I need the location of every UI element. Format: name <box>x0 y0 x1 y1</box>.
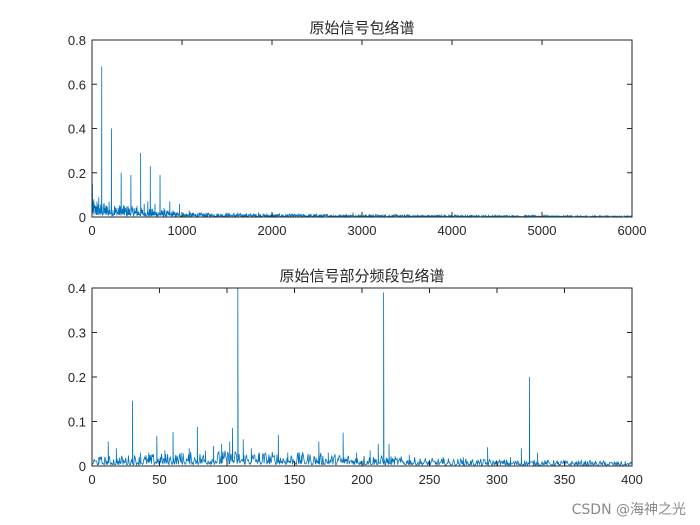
top-chart-title: 原始信号包络谱 <box>309 19 414 37</box>
top-axes-box <box>91 39 633 218</box>
bottom-axes-box <box>91 287 633 467</box>
bottom-y-tick-label: 0.3 <box>68 326 86 341</box>
bottom-x-tick-label: 150 <box>284 472 306 487</box>
top-x-tick-label: 5000 <box>528 223 557 238</box>
bottom-x-tick-label: 300 <box>486 472 508 487</box>
top-x-tick-label: 6000 <box>618 223 647 238</box>
bottom-chart: 0 50 100 150 200 250 300 350 400 0 0.1 0.2 0.3 0.4 原始信… <box>68 267 643 487</box>
top-x-tick-label: 1000 <box>168 223 197 238</box>
bottom-x-tick-label: 200 <box>351 472 373 487</box>
top-x-tick-label: 0 <box>88 223 95 238</box>
top-y-tick-label: 0.8 <box>68 33 86 48</box>
top-x-tick-label: 2000 <box>258 223 287 238</box>
bottom-y-tick-label: 0.4 <box>68 281 86 296</box>
bottom-y-tick-label: 0.1 <box>68 415 86 430</box>
watermark: CSDN @海神之光 <box>571 502 686 518</box>
top-chart: 0 1000 2000 3000 4000 5000 6000 0 0.2 0.4 0.6 0.8 原始… <box>68 19 647 238</box>
bottom-x-tick-label: 50 <box>152 472 166 487</box>
bottom-y-tick-label: 0 <box>79 459 86 474</box>
bottom-x-tick-label: 400 <box>621 472 643 487</box>
bottom-x-tick-label: 0 <box>88 472 95 487</box>
top-y-tick-label: 0.2 <box>68 166 86 181</box>
bottom-x-tick-label: 100 <box>216 472 238 487</box>
bottom-chart-title: 原始信号部分频段包络谱 <box>279 267 444 285</box>
bottom-x-tick-label: 250 <box>419 472 441 487</box>
bottom-x-tick-label: 350 <box>554 472 576 487</box>
top-y-tick-label: 0.4 <box>68 122 86 137</box>
bottom-series-line <box>91 287 633 467</box>
top-x-tick-label: 4000 <box>438 223 467 238</box>
bottom-y-tick-label: 0.2 <box>68 370 86 385</box>
top-y-tick-label: 0 <box>79 210 86 225</box>
top-x-tick-label: 3000 <box>348 223 377 238</box>
top-y-tick-label: 0.6 <box>68 77 86 92</box>
